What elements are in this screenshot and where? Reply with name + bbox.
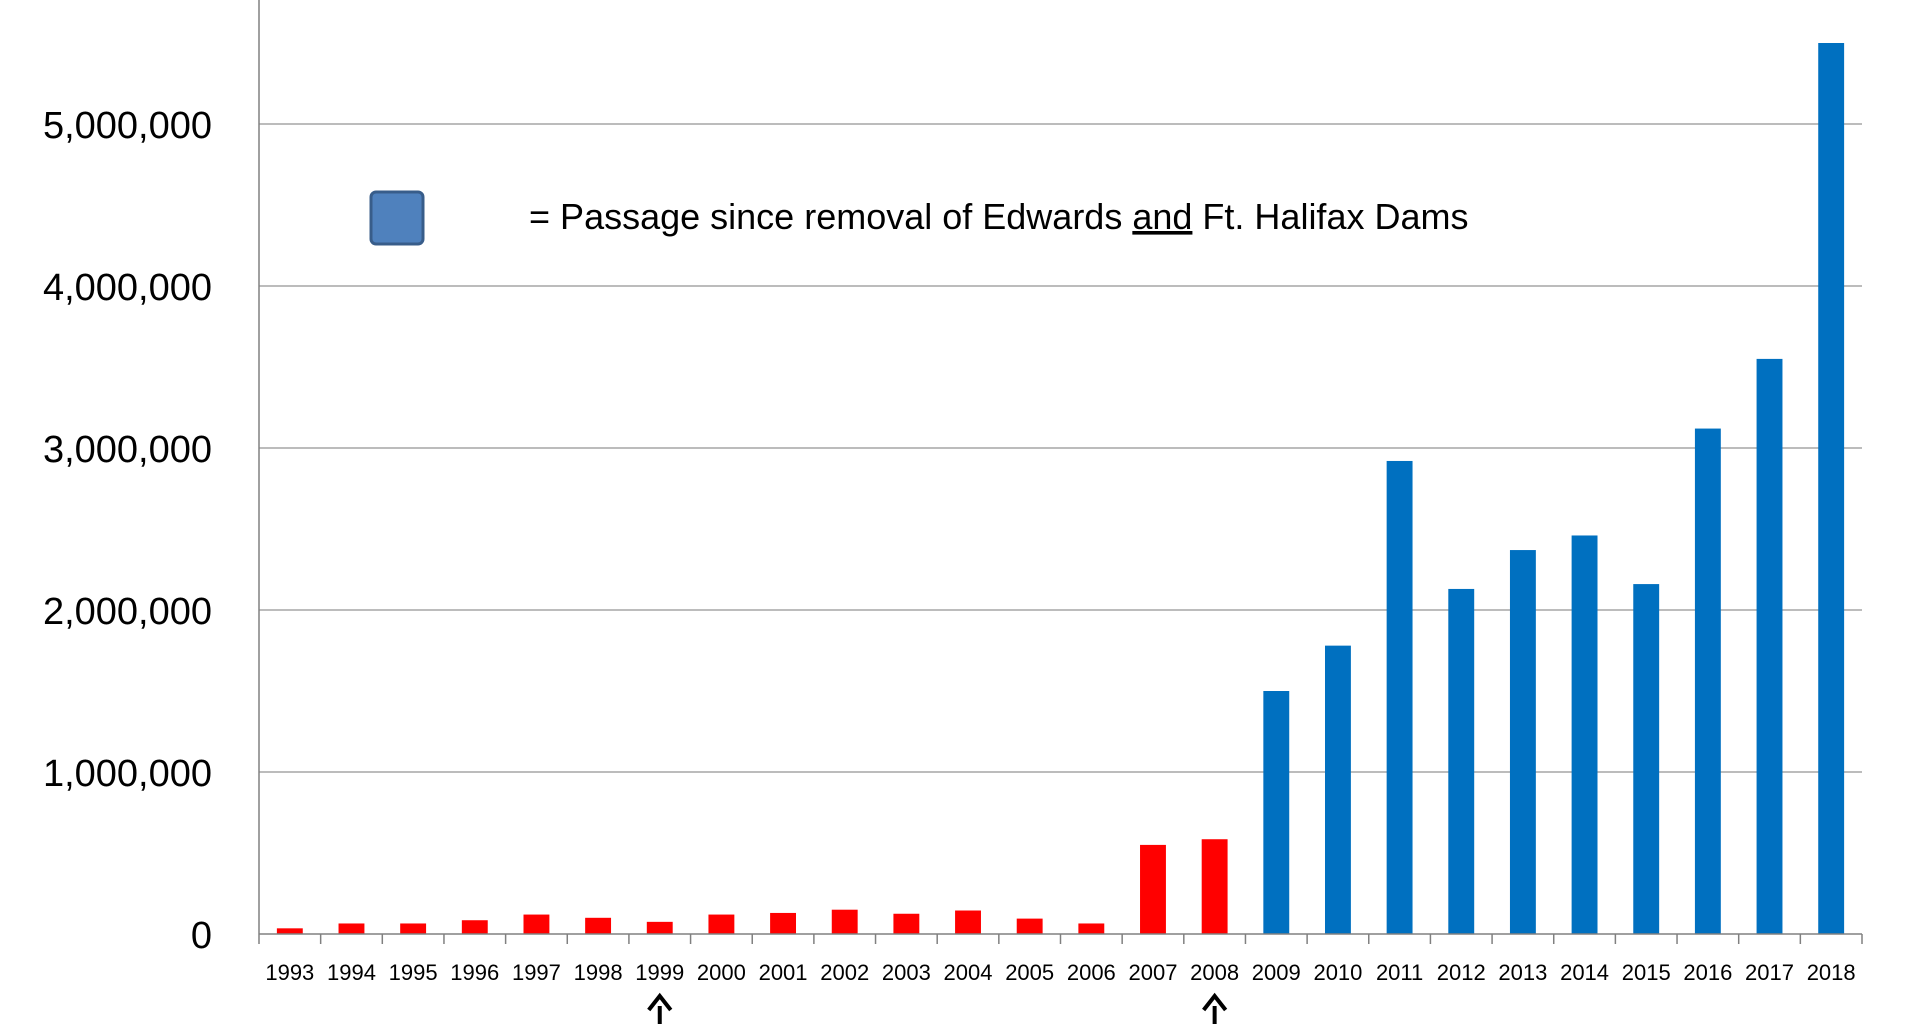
x-tick-label: 1993 [265, 960, 314, 985]
x-tick-label: 1995 [389, 960, 438, 985]
bar-2008 [1201, 839, 1228, 934]
x-tick-label: 2000 [697, 960, 746, 985]
legend: = Passage since removal of Edwards and F… [369, 190, 1538, 246]
bar-2011 [1386, 460, 1413, 934]
bar-2000 [708, 914, 735, 934]
bar-1993 [276, 928, 303, 934]
x-tick-label: 2016 [1683, 960, 1732, 985]
bar-2010 [1324, 645, 1351, 934]
x-tick-label: 2006 [1067, 960, 1116, 985]
bar-2012 [1448, 588, 1475, 934]
bar-2007 [1140, 844, 1166, 934]
x-tick-label: 2012 [1437, 960, 1486, 985]
x-tick-label: 2002 [820, 960, 869, 985]
bar-2014 [1571, 535, 1598, 934]
y-tick-label: 0 [191, 915, 212, 957]
legend-text: = Passage since removal of Edwards and F… [439, 196, 1538, 237]
legend-text-before: = Passage since removal of Edwards [529, 196, 1132, 237]
bar-2016 [1694, 428, 1721, 934]
x-tick-label: 2008 [1190, 960, 1239, 985]
y-tick-label: 3,000,000 [43, 429, 212, 471]
arrow-head [1202, 992, 1228, 1012]
bars [276, 43, 1845, 934]
arrow-head [647, 992, 673, 1012]
x-tick-label: 2014 [1560, 960, 1609, 985]
bar-2015 [1633, 584, 1660, 934]
bar-2018 [1818, 43, 1845, 934]
x-tick-label: 1999 [635, 960, 684, 985]
x-tick-label: 2007 [1129, 960, 1178, 985]
bar-2006 [1078, 923, 1105, 934]
y-axis-tick-labels: 0 1,000,000 2,000,000 3,000,000 4,000,000 5,0… [43, 105, 212, 957]
bar-2009 [1263, 691, 1290, 934]
legend-text-underlined: and [1132, 196, 1192, 237]
bar-2003 [893, 913, 920, 934]
legend-swatch [369, 190, 425, 246]
y-tick-label: 4,000,000 [43, 267, 212, 309]
x-tick-label: 2001 [759, 960, 808, 985]
x-tick-label: 2005 [1005, 960, 1054, 985]
x-tick-label: 1996 [450, 960, 499, 985]
x-tick-label: 2010 [1313, 960, 1362, 985]
x-tick-label: 2017 [1745, 960, 1794, 985]
bar-2013 [1509, 550, 1536, 934]
y-tick-label: 2,000,000 [43, 591, 212, 633]
bar-1998 [585, 917, 612, 934]
x-tick-label: 2003 [882, 960, 931, 985]
x-tick-label: 1998 [574, 960, 623, 985]
x-tick-label: 2011 [1376, 960, 1423, 985]
x-tick-label: 1994 [327, 960, 376, 985]
legend-text-after: Ft. Halifax Dams [1192, 196, 1468, 237]
x-tick-label: 1997 [512, 960, 561, 985]
bar-1997 [523, 914, 550, 934]
annotation-arrows [647, 992, 1228, 1024]
y-tick-label: 5,000,000 [43, 105, 212, 147]
y-tick-label: 1,000,000 [43, 753, 212, 795]
bar-2004 [955, 910, 981, 934]
bar-2002 [831, 909, 858, 934]
bar-1995 [400, 923, 427, 934]
x-axis-tick-labels: 1993 1994 1995 1996 1997 1998 1999 2000 2001 2002… [265, 960, 1855, 985]
bar-1994 [338, 923, 365, 934]
bar-1996 [461, 920, 488, 934]
x-tick-label: 2009 [1252, 960, 1301, 985]
x-tick-label: 2004 [944, 960, 993, 985]
bar-2001 [770, 912, 797, 934]
axes [258, 0, 1863, 944]
bar-1999 [646, 921, 673, 934]
x-tick-label: 2015 [1622, 960, 1671, 985]
bar-2005 [1016, 918, 1043, 934]
x-tick-label: 2013 [1498, 960, 1547, 985]
bar-2017 [1756, 358, 1783, 934]
x-tick-label: 2018 [1807, 960, 1856, 985]
